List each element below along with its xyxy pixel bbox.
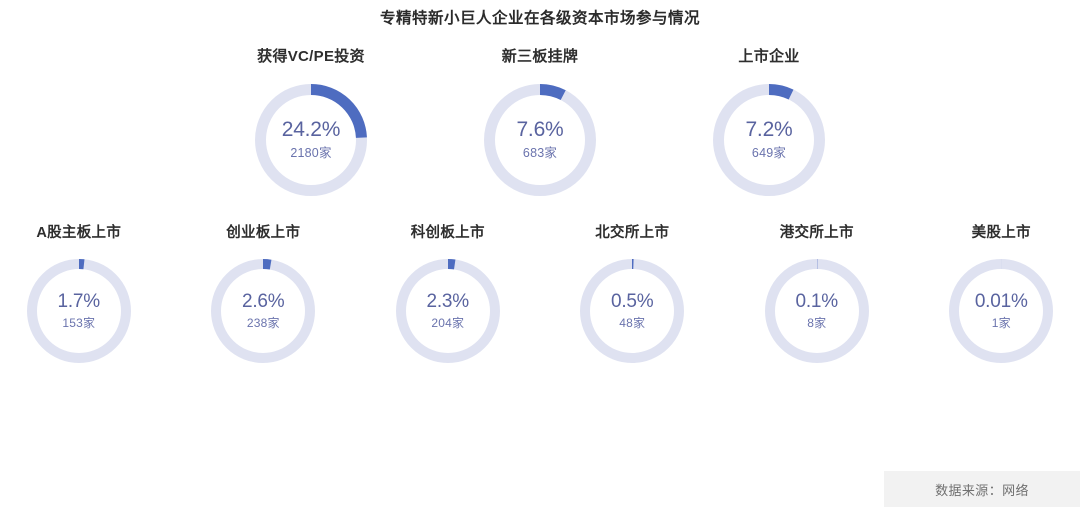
- donut-ring: 7.2% 649家: [713, 84, 825, 196]
- donut-value-arc: [255, 84, 367, 196]
- donut-card: 创业板上市 2.6% 238家: [185, 224, 343, 363]
- donut-ring: 2.3% 204家: [395, 259, 500, 363]
- donut-label: 北交所上市: [595, 225, 670, 241]
- donut-value-arc: [484, 84, 596, 196]
- donut-track: [580, 259, 685, 363]
- donut-track: [26, 259, 131, 363]
- donut-card: 获得VC/PE投资 24.2% 2180家: [231, 47, 392, 196]
- donut-card: 美股上市 0.01% 1家: [923, 224, 1080, 363]
- donut-ring: 7.6% 683家: [484, 84, 596, 196]
- donut-label: 创业板上市: [226, 225, 301, 241]
- donut-card: 北交所上市 0.5% 48家: [554, 224, 712, 363]
- donut-row-bottom: A股主板上市 1.7% 153家 创业板上市 2.6% 238家 科创板上市 2.3% 204家…: [0, 224, 1080, 363]
- donut-label: 港交所上市: [779, 225, 854, 241]
- donut-ring: 0.01% 1家: [949, 259, 1054, 363]
- donut-ring: 24.2% 2180家: [255, 84, 367, 196]
- donut-track: [764, 259, 869, 363]
- donut-track: [713, 84, 825, 196]
- donut-label: 新三板挂牌: [501, 48, 579, 65]
- data-source-bar: 数据来源：网络: [884, 471, 1080, 507]
- donut-ring: 1.7% 153家: [26, 259, 131, 363]
- page-title: 专精特新小巨人企业在各级资本市场参与情况: [379, 10, 700, 27]
- donut-row-top: 获得VC/PE投资 24.2% 2180家 新三板挂牌 7.6% 683家 上市企业 7.2%…: [0, 47, 1080, 196]
- donut-value-arc: [713, 84, 825, 196]
- donut-track: [211, 259, 316, 363]
- donut-ring: 0.1% 8家: [764, 259, 869, 363]
- donut-label: A股主板上市: [36, 225, 122, 241]
- donut-card: A股主板上市 1.7% 153家: [0, 224, 158, 363]
- data-source-label: 数据来源：网络: [935, 482, 1029, 498]
- donut-ring: 0.5% 48家: [580, 259, 685, 363]
- donut-label: 美股上市: [971, 225, 1031, 241]
- donut-label: 科创板上市: [410, 225, 485, 241]
- donut-card: 港交所上市 0.1% 8家: [738, 224, 896, 363]
- donut-card: 新三板挂牌 7.6% 683家: [460, 47, 621, 196]
- donut-label: 上市企业: [738, 48, 800, 65]
- donut-track: [949, 259, 1054, 363]
- donut-value-arc: [211, 259, 316, 363]
- donut-value-arc: [580, 259, 685, 363]
- donut-track: [484, 84, 596, 196]
- donut-card: 上市企业 7.2% 649家: [689, 47, 850, 196]
- donut-track: [395, 259, 500, 363]
- donut-label: 获得VC/PE投资: [257, 48, 365, 65]
- donut-ring: 2.6% 238家: [211, 259, 316, 363]
- donut-card: 科创板上市 2.3% 204家: [369, 224, 527, 363]
